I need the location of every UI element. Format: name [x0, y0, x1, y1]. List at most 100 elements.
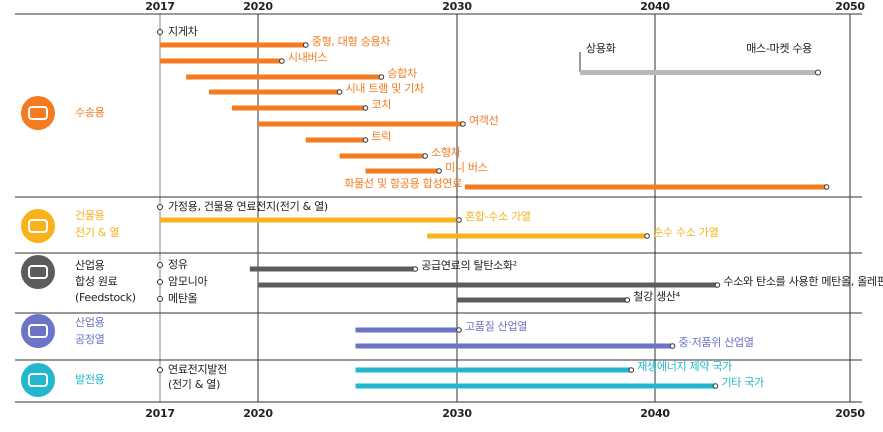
group-icon	[21, 209, 55, 243]
legend-end	[815, 69, 821, 76]
milestone-label: 메탄올	[168, 292, 198, 305]
x-tick-label-bottom: 2050	[835, 407, 865, 420]
task-bar	[305, 137, 366, 143]
group-name: 발전용	[75, 373, 105, 386]
milestone-label: 지게차	[168, 25, 198, 38]
task-bar	[457, 297, 628, 303]
milestone	[157, 296, 163, 302]
task-bar	[355, 367, 632, 373]
task-bar-end	[436, 168, 442, 174]
task-bar	[186, 74, 382, 80]
milestone	[157, 204, 163, 210]
x-tick-label-bottom: 2040	[640, 407, 670, 420]
task-bar	[355, 343, 673, 349]
task-label: 소형차	[431, 146, 461, 159]
task-bar	[160, 58, 282, 64]
task-bar	[249, 266, 416, 272]
task-bar	[464, 184, 827, 190]
group-name-line: 전기 & 열	[75, 226, 119, 239]
legend-start-label: 상용화	[586, 42, 616, 55]
group-icon	[21, 314, 55, 348]
x-tick-label-top: 2050	[835, 0, 865, 13]
group-icon-glyph	[28, 324, 48, 338]
task-label: 시내버스	[288, 51, 327, 64]
legend-bar	[580, 70, 818, 75]
group-icon	[21, 363, 55, 397]
task-bar	[355, 327, 459, 333]
task-label: 미니 버스	[445, 161, 488, 174]
task-label: 트럭	[371, 130, 391, 143]
task-bar-end	[644, 233, 650, 239]
task-label: 혼합-수소 가열	[465, 210, 531, 223]
task-bar	[160, 42, 306, 48]
milestone-label: 가정용, 건물용 연료전지(전기 & 열)	[168, 200, 328, 213]
x-tick-label-top: 2030	[442, 0, 472, 13]
group-icon-glyph	[28, 219, 48, 233]
task-label: 고품질 산업열	[465, 320, 527, 333]
task-bar	[427, 233, 648, 239]
task-label: 재생에너지 제약 국가	[637, 359, 732, 373]
x-tick-label-top: 2017	[145, 0, 174, 13]
milestone-label: (전기 & 열)	[168, 378, 220, 391]
group-icon	[21, 96, 55, 130]
task-label: 수소와 탄소를 사용한 메탄올, 올레핀, BTX 생산³	[723, 275, 883, 288]
task-bar-end	[279, 58, 285, 64]
milestone-label: 연료전지발전	[168, 363, 227, 376]
x-tick-label-top: 2040	[640, 0, 670, 13]
group-name-line: 산업용	[75, 316, 105, 329]
task-bar-end	[628, 367, 635, 373]
task-bar	[258, 282, 718, 288]
group-name-line: 산업용	[75, 259, 105, 272]
group-name: 수송용	[75, 106, 105, 119]
task-label: 기타 국가	[721, 376, 764, 389]
task-bar-end	[456, 217, 462, 223]
task-label: 코치	[371, 98, 391, 111]
task-label: 철강 생산⁴	[633, 290, 680, 303]
task-bar-end	[422, 153, 428, 159]
task-bar-end	[714, 282, 721, 288]
task-bar-end	[669, 343, 676, 349]
milestone	[157, 262, 163, 268]
group-name-line: 합성 원료	[75, 275, 118, 288]
x-tick-label-top: 2020	[243, 0, 273, 13]
group-name-line: 건물용	[75, 209, 105, 222]
task-bar	[258, 121, 463, 127]
milestone	[157, 279, 163, 285]
task-bar-end	[378, 74, 385, 80]
task-bar	[231, 105, 366, 111]
task-bar-end	[362, 105, 369, 111]
milestone	[157, 367, 163, 373]
group-icon-glyph	[28, 373, 48, 387]
task-label: 중형, 대형 승용차	[312, 35, 391, 48]
task-bar	[209, 89, 340, 95]
task-label: 시내 트램 및 기차	[346, 82, 425, 95]
task-label: 중·저품위 산업열	[679, 336, 754, 349]
task-label: 화물선 및 항공용 합성연료	[344, 177, 462, 190]
milestone	[157, 29, 163, 35]
x-tick-label-bottom: 2030	[442, 407, 472, 420]
group-name-line: (Feedstock)	[75, 291, 136, 304]
task-bar-end	[712, 383, 719, 389]
task-bar	[339, 153, 426, 159]
task-label: 여객선	[469, 114, 498, 127]
group-icon-glyph	[28, 106, 48, 120]
task-label: 승합차	[387, 67, 417, 80]
task-bar-end	[302, 42, 309, 48]
task-bar	[160, 217, 459, 223]
x-tick-label-bottom: 2020	[243, 407, 273, 420]
task-bar-end	[460, 121, 466, 127]
milestone-label: 정유	[168, 258, 188, 271]
task-bar-end	[336, 89, 343, 95]
task-label: 공급연료의 탈탄소화²	[421, 259, 517, 272]
task-bar-end	[823, 184, 830, 190]
task-bar-end	[456, 327, 462, 333]
task-bar	[365, 168, 440, 174]
legend-end-label: 매스-마켓 수용	[746, 42, 812, 55]
group-icon-glyph	[28, 265, 48, 279]
group-icon	[21, 255, 55, 289]
task-label: 순수 수소 가열	[653, 226, 718, 239]
group-name-line: 공정열	[75, 333, 105, 346]
x-tick-label-bottom: 2017	[145, 407, 174, 420]
milestone-label: 암모니아	[168, 275, 207, 288]
